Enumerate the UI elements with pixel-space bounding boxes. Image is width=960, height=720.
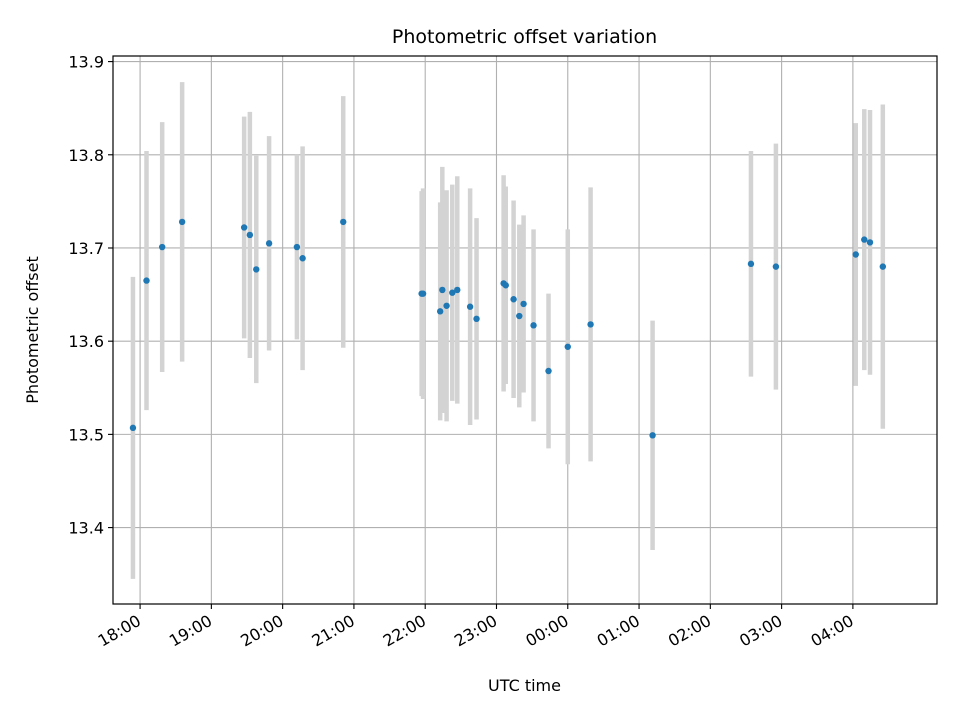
y-tick-label: 13.4 — [68, 519, 104, 538]
data-point — [520, 300, 527, 308]
data-point — [852, 251, 859, 258]
data-point — [449, 289, 456, 296]
plot-frame — [112, 55, 938, 605]
data-point — [466, 303, 474, 310]
data-point — [879, 263, 887, 270]
data-point — [747, 260, 755, 268]
data-point — [419, 290, 427, 297]
data-point — [530, 322, 537, 329]
x-tick-label: 03:00 — [736, 611, 785, 651]
data-point — [436, 308, 444, 315]
data-point — [473, 315, 480, 323]
data-point — [866, 239, 874, 246]
data-point — [129, 424, 137, 432]
data-point — [158, 243, 166, 251]
data-point — [265, 240, 273, 247]
data-point — [545, 367, 552, 375]
data-point — [299, 255, 306, 262]
x-tick-label: 21:00 — [308, 611, 357, 651]
data-point — [564, 343, 571, 350]
x-axis-label: UTC time — [488, 676, 561, 695]
data-point — [340, 218, 347, 226]
x-axis: 18:00 19:00 20:00 21:00 22:00 23:00 00:00 01:00… — [95, 604, 857, 651]
y-axis: 13.4 13.5 13.6 13.7 13.8 13.9 — [68, 53, 113, 538]
x-tick-label: 00:00 — [522, 611, 571, 651]
data-point — [143, 277, 150, 284]
data-point — [443, 302, 450, 309]
x-tick-label: 19:00 — [166, 611, 215, 651]
data-point — [246, 231, 254, 239]
x-tick-label: 22:00 — [380, 611, 429, 651]
data-point — [861, 236, 868, 243]
data-point — [293, 243, 301, 251]
error-bars — [130, 82, 886, 579]
x-tick-label: 04:00 — [807, 611, 856, 651]
data-point — [649, 432, 656, 439]
data-points — [129, 218, 887, 439]
data-point — [502, 282, 509, 289]
x-tick-label: 23:00 — [451, 611, 500, 651]
chart-title: Photometric offset variation — [392, 26, 657, 48]
data-point — [510, 296, 517, 303]
y-axis-label: Photometric offset — [23, 256, 42, 404]
x-tick-label: 18:00 — [95, 611, 144, 651]
data-point — [253, 266, 260, 273]
y-tick-label: 13.6 — [68, 332, 104, 351]
data-point — [587, 321, 594, 328]
data-point — [178, 218, 186, 226]
data-point — [454, 286, 461, 294]
data-point — [516, 312, 523, 320]
y-tick-label: 13.7 — [68, 239, 104, 258]
y-tick-label: 13.9 — [68, 53, 104, 72]
data-point — [772, 263, 780, 270]
x-tick-label: 01:00 — [594, 611, 643, 651]
x-tick-label: 20:00 — [237, 611, 286, 651]
data-point — [439, 286, 446, 294]
y-tick-label: 13.5 — [68, 425, 104, 444]
x-tick-label: 02:00 — [665, 611, 714, 651]
y-tick-label: 13.8 — [68, 146, 104, 165]
data-point — [240, 224, 248, 231]
